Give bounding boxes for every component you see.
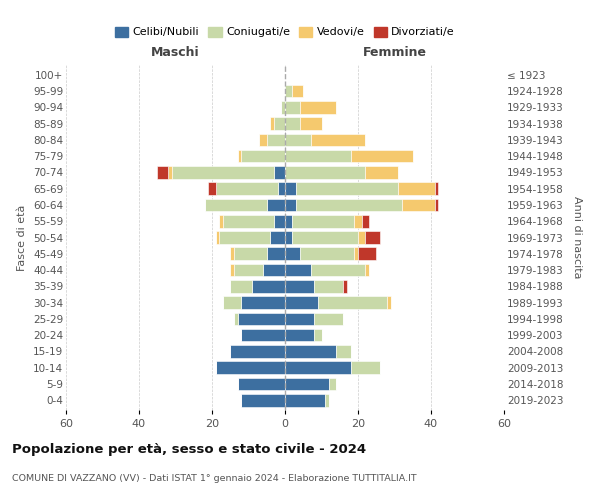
Bar [285, 215, 292, 228]
Bar [398, 182, 434, 195]
Bar [358, 248, 376, 260]
Bar [355, 248, 358, 260]
Bar [292, 84, 303, 98]
Bar [252, 280, 285, 292]
Bar [285, 101, 299, 114]
Bar [274, 215, 285, 228]
Bar [274, 117, 285, 130]
Bar [285, 329, 314, 342]
Bar [387, 296, 391, 309]
Bar [215, 362, 285, 374]
Bar [267, 248, 285, 260]
Text: COMUNE DI VAZZANO (VV) - Dati ISTAT 1° gennaio 2024 - Elaborazione TUTTITALIA.IT: COMUNE DI VAZZANO (VV) - Dati ISTAT 1° g… [12, 474, 416, 483]
Bar [296, 198, 402, 211]
Bar [329, 378, 336, 390]
Bar [336, 345, 351, 358]
Bar [285, 150, 350, 162]
Bar [281, 101, 285, 114]
Bar [263, 264, 285, 276]
Bar [234, 312, 238, 325]
Bar [238, 378, 285, 390]
Bar [318, 296, 387, 309]
Bar [285, 198, 296, 211]
Bar [223, 215, 274, 228]
Bar [172, 166, 274, 179]
Bar [285, 117, 299, 130]
Bar [325, 394, 329, 406]
Bar [220, 215, 223, 228]
Bar [350, 150, 413, 162]
Bar [168, 166, 172, 179]
Bar [241, 394, 285, 406]
Bar [285, 296, 318, 309]
Bar [234, 264, 263, 276]
Bar [299, 248, 355, 260]
Bar [230, 264, 234, 276]
Bar [285, 378, 329, 390]
Bar [220, 231, 271, 244]
Bar [365, 166, 398, 179]
Bar [365, 231, 380, 244]
Bar [285, 182, 296, 195]
Bar [365, 264, 369, 276]
Bar [285, 345, 336, 358]
Bar [285, 362, 350, 374]
Bar [285, 84, 292, 98]
Bar [350, 362, 380, 374]
Bar [362, 215, 369, 228]
Bar [358, 231, 365, 244]
Bar [285, 264, 311, 276]
Y-axis label: Anni di nascita: Anni di nascita [572, 196, 582, 279]
Bar [285, 166, 365, 179]
Bar [271, 231, 285, 244]
Bar [434, 198, 438, 211]
Text: Maschi: Maschi [151, 46, 200, 60]
Bar [296, 182, 398, 195]
Text: Popolazione per età, sesso e stato civile - 2024: Popolazione per età, sesso e stato civil… [12, 442, 366, 456]
Bar [314, 312, 343, 325]
Bar [208, 182, 215, 195]
Bar [285, 312, 314, 325]
Bar [343, 280, 347, 292]
Bar [238, 150, 241, 162]
Bar [271, 117, 274, 130]
Bar [311, 264, 365, 276]
Bar [299, 101, 336, 114]
Bar [230, 248, 234, 260]
Bar [278, 182, 285, 195]
Bar [402, 198, 434, 211]
Bar [285, 394, 325, 406]
Bar [259, 134, 267, 146]
Bar [355, 215, 362, 228]
Bar [274, 166, 285, 179]
Bar [157, 166, 168, 179]
Bar [234, 248, 267, 260]
Bar [311, 134, 365, 146]
Bar [292, 215, 355, 228]
Bar [215, 182, 278, 195]
Bar [299, 117, 322, 130]
Y-axis label: Fasce di età: Fasce di età [17, 204, 28, 270]
Bar [223, 296, 241, 309]
Bar [285, 280, 314, 292]
Bar [285, 248, 299, 260]
Bar [230, 280, 252, 292]
Bar [267, 198, 285, 211]
Text: Femmine: Femmine [362, 46, 427, 60]
Bar [215, 231, 220, 244]
Bar [241, 150, 285, 162]
Bar [267, 134, 285, 146]
Bar [241, 296, 285, 309]
Bar [285, 134, 311, 146]
Bar [292, 231, 358, 244]
Bar [241, 329, 285, 342]
Bar [314, 280, 343, 292]
Bar [434, 182, 438, 195]
Bar [230, 345, 285, 358]
Bar [285, 231, 292, 244]
Legend: Celibi/Nubili, Coniugati/e, Vedovi/e, Divorziati/e: Celibi/Nubili, Coniugati/e, Vedovi/e, Di… [110, 22, 460, 42]
Bar [314, 329, 322, 342]
Bar [205, 198, 267, 211]
Bar [238, 312, 285, 325]
